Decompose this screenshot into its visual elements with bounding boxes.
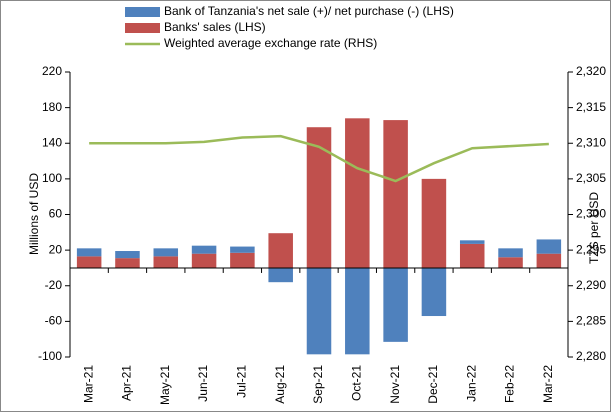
y2-tick-label: 2,295 [576, 242, 606, 256]
bar [115, 251, 140, 259]
bar [383, 120, 408, 268]
legend-label: Weighted average exchange rate (RHS) [164, 36, 377, 50]
y-tick-label: 220 [42, 64, 62, 78]
x-tick-label: Nov-21 [388, 365, 402, 404]
bar [268, 233, 293, 268]
y-axis-title: Millions of USD [27, 173, 41, 255]
x-tick-label: May-21 [158, 365, 172, 405]
y2-tick-label: 2,310 [576, 135, 606, 149]
y-tick-label: 180 [42, 100, 62, 114]
bar [76, 256, 102, 268]
bar [153, 248, 179, 257]
bar [459, 240, 485, 244]
bar [498, 257, 523, 268]
y2-tick-label: 2,280 [576, 349, 606, 363]
legend-swatch [125, 7, 160, 17]
legend-label: Banks' sales (LHS) [164, 20, 266, 34]
y2-axis-title: TZS per USD [587, 192, 601, 264]
bar [383, 267, 408, 342]
bar [115, 258, 140, 268]
bar [421, 178, 447, 268]
y-tick-label: 20 [49, 242, 63, 256]
x-tick-label: Sep-21 [311, 365, 325, 404]
bar [191, 253, 217, 268]
x-tick-label: Mar-21 [81, 365, 95, 403]
line [89, 134, 549, 183]
y2-tick-label: 2,290 [576, 278, 606, 292]
x-tick-label: Feb-22 [503, 365, 517, 403]
bar [76, 248, 102, 257]
legend-label: Bank of Tanzania's net sale (+)/ net pur… [164, 4, 454, 18]
y-tick-label: -60 [45, 314, 63, 328]
bar [306, 127, 332, 268]
bar [230, 252, 255, 268]
bar [306, 267, 332, 355]
bar [536, 253, 562, 268]
bar [421, 267, 447, 317]
bar [498, 248, 523, 258]
x-tick-label: Apr-21 [120, 365, 134, 401]
bar [345, 267, 370, 355]
x-tick-label: Dec-21 [426, 365, 440, 404]
bar [191, 245, 217, 254]
x-tick-label: Jul-21 [235, 365, 249, 398]
legend-swatch [125, 23, 160, 33]
bar [345, 118, 370, 268]
x-tick-label: Aug-21 [273, 365, 287, 404]
bar [230, 246, 255, 253]
bar [153, 256, 179, 268]
x-tick-label: Mar-22 [541, 365, 555, 403]
y2-tick-label: 2,315 [576, 100, 606, 114]
y2-tick-label: 2,285 [576, 314, 606, 328]
bar [268, 267, 293, 283]
bar [536, 239, 562, 254]
y2-tick-label: 2,320 [576, 64, 606, 78]
y-tick-label: 100 [42, 171, 62, 185]
y-tick-label: 140 [42, 135, 62, 149]
y-tick-label: -20 [45, 278, 63, 292]
x-tick-label: Oct-21 [349, 365, 363, 401]
y-tick-label: -100 [38, 349, 62, 363]
x-tick-label: Jan-22 [464, 365, 478, 402]
y-tick-label: 60 [49, 207, 63, 221]
bar [459, 243, 485, 268]
y2-tick-label: 2,305 [576, 171, 606, 185]
x-tick-label: Jun-21 [196, 365, 210, 402]
y2-tick-label: 2,300 [576, 207, 606, 221]
